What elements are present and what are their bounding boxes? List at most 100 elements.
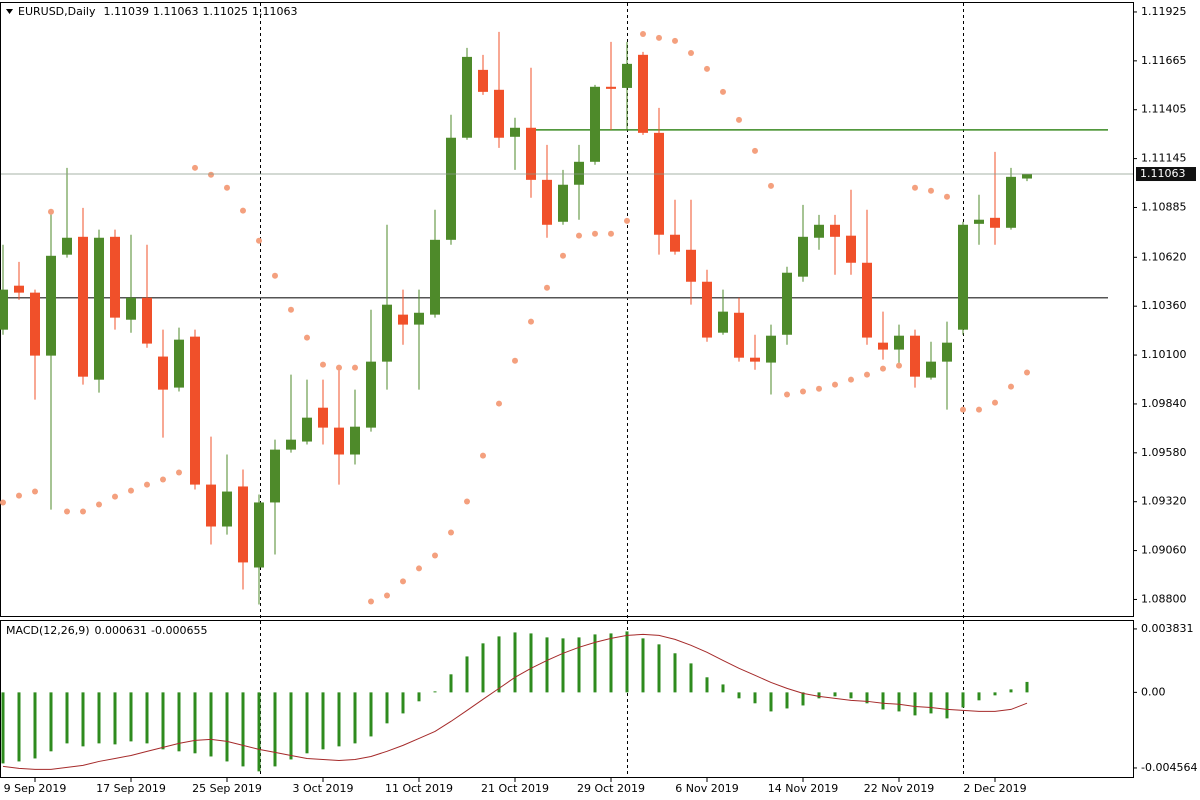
sar-dot bbox=[1024, 369, 1030, 376]
candle-body bbox=[606, 86, 616, 89]
macd-bar bbox=[673, 653, 677, 693]
x-tick-label: 21 Oct 2019 bbox=[481, 782, 549, 795]
candle-body bbox=[206, 484, 216, 527]
candle-body bbox=[286, 439, 296, 450]
macd-bar bbox=[657, 644, 661, 693]
x-tick-label: 11 Oct 2019 bbox=[385, 782, 453, 795]
candle-body bbox=[0, 289, 8, 330]
y-tick-label: 1.10885 bbox=[1141, 200, 1187, 213]
macd-title: MACD(12,26,9) bbox=[6, 624, 90, 637]
candle-body bbox=[718, 311, 728, 333]
macd-bar bbox=[593, 634, 597, 693]
macd-bar bbox=[737, 692, 741, 699]
macd-bar bbox=[513, 632, 517, 693]
candle-body bbox=[430, 239, 440, 315]
macd-bar bbox=[561, 638, 565, 693]
candle-body bbox=[782, 272, 792, 335]
macd-bar bbox=[833, 692, 837, 697]
macd-bar bbox=[97, 692, 101, 744]
y-tick-label: 1.09060 bbox=[1141, 544, 1187, 557]
candle-body bbox=[654, 132, 664, 235]
sar-dot bbox=[608, 230, 614, 237]
macd-bar bbox=[257, 692, 261, 772]
macd-bar bbox=[977, 692, 981, 701]
candle-body bbox=[830, 224, 840, 237]
sar-dot bbox=[544, 284, 550, 291]
macd-bar bbox=[465, 656, 469, 693]
macd-bar bbox=[609, 633, 613, 693]
x-tick-label: 2 Dec 2019 bbox=[963, 782, 1026, 795]
sar-dot bbox=[304, 334, 310, 341]
last-price-label: 1.11063 bbox=[1140, 167, 1186, 180]
macd-bar bbox=[33, 692, 37, 759]
candle-body bbox=[958, 224, 968, 330]
macd-panel bbox=[0, 620, 1134, 778]
sar-dot bbox=[688, 49, 694, 56]
macd-bar bbox=[17, 692, 21, 762]
candle-body bbox=[622, 63, 632, 88]
macd-bar bbox=[241, 692, 245, 767]
sar-dot bbox=[528, 318, 534, 325]
sar-dot bbox=[560, 252, 566, 259]
macd-bar bbox=[929, 692, 933, 714]
candle-body bbox=[670, 234, 680, 252]
candle-body bbox=[158, 356, 168, 390]
candle-body bbox=[302, 417, 312, 442]
macd-bar bbox=[417, 692, 421, 702]
macd-bar bbox=[529, 633, 533, 693]
macd-bar bbox=[337, 692, 341, 747]
macd-bar bbox=[625, 631, 629, 693]
macd-header: MACD(12,26,9) 0.000631 -0.000655 bbox=[6, 624, 208, 637]
sar-dot bbox=[288, 306, 294, 313]
candle-body bbox=[1006, 176, 1016, 228]
macd-bar bbox=[1009, 689, 1013, 693]
macd-bar bbox=[289, 692, 293, 760]
x-tick-label: 6 Nov 2019 bbox=[675, 782, 738, 795]
chart-header: EURUSD,Daily 1.11039 1.11063 1.11025 1.11063 bbox=[18, 5, 297, 18]
x-tick-label: 22 Nov 2019 bbox=[864, 782, 934, 795]
macd-bar bbox=[641, 638, 645, 693]
candle-body bbox=[526, 127, 536, 180]
close-value: 1.11063 bbox=[252, 5, 298, 18]
sar-dot bbox=[848, 376, 854, 383]
candle-body bbox=[990, 217, 1000, 228]
macd-bar bbox=[209, 692, 213, 757]
candle-body bbox=[734, 312, 744, 358]
y-tick-label: 1.11665 bbox=[1141, 54, 1187, 67]
candle-body bbox=[126, 297, 136, 320]
macd-bar bbox=[145, 692, 149, 744]
x-tick-label: 17 Sep 2019 bbox=[96, 782, 166, 795]
sar-dot bbox=[336, 364, 342, 371]
sar-dot bbox=[928, 187, 934, 194]
macd-bar bbox=[161, 692, 165, 750]
y-tick-label: 1.11925 bbox=[1141, 5, 1187, 18]
sar-dot bbox=[416, 565, 422, 572]
macd-bar bbox=[881, 692, 885, 710]
sar-dot bbox=[736, 116, 742, 123]
sar-dot bbox=[32, 488, 38, 495]
macd-bar bbox=[273, 692, 277, 767]
sar-dot bbox=[896, 362, 902, 369]
sar-dot bbox=[448, 529, 454, 536]
macd-bar bbox=[897, 692, 901, 712]
candle-body bbox=[238, 486, 248, 563]
sar-dot bbox=[864, 371, 870, 378]
macd-bar bbox=[801, 692, 805, 706]
sar-dot bbox=[624, 217, 630, 224]
y-tick-label: 1.11405 bbox=[1141, 103, 1187, 116]
sar-dot bbox=[656, 34, 662, 41]
macd-bar bbox=[689, 663, 693, 693]
sar-dot bbox=[96, 501, 102, 508]
candle-body bbox=[30, 292, 40, 356]
sar-dot bbox=[464, 498, 470, 505]
sar-dot bbox=[480, 452, 486, 459]
candle-body bbox=[862, 262, 872, 338]
macd-bar bbox=[449, 674, 453, 693]
macd-value: 0.000631 bbox=[95, 624, 148, 637]
candle-body bbox=[62, 237, 72, 255]
candle-body bbox=[942, 342, 952, 362]
sar-dot bbox=[176, 469, 182, 476]
sar-dot bbox=[720, 88, 726, 95]
candle-body bbox=[750, 357, 760, 362]
